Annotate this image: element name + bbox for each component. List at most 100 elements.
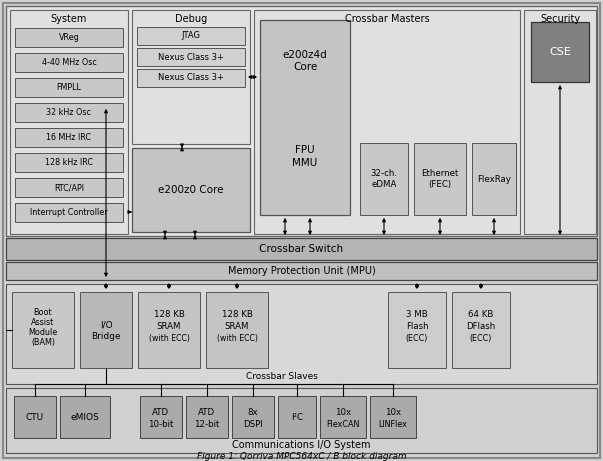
Bar bbox=[254, 10, 520, 234]
Text: Crossbar Slaves: Crossbar Slaves bbox=[245, 372, 317, 380]
Text: ATD: ATD bbox=[198, 408, 215, 416]
Bar bbox=[531, 22, 589, 82]
Bar bbox=[15, 53, 123, 72]
Bar bbox=[132, 148, 250, 232]
Bar bbox=[15, 203, 123, 222]
Text: Figure 1: Qorriva MPC564xC / B block diagram: Figure 1: Qorriva MPC564xC / B block dia… bbox=[197, 451, 406, 461]
Bar bbox=[15, 103, 123, 122]
Bar bbox=[388, 292, 446, 368]
Bar bbox=[60, 396, 110, 438]
Text: 3 MB: 3 MB bbox=[406, 309, 428, 319]
Text: SRAM: SRAM bbox=[225, 321, 249, 331]
Text: 10x: 10x bbox=[385, 408, 401, 416]
Bar bbox=[12, 292, 74, 368]
Text: 128 kHz IRC: 128 kHz IRC bbox=[45, 158, 93, 167]
Text: 8x: 8x bbox=[248, 408, 258, 416]
Bar bbox=[6, 262, 597, 280]
Bar bbox=[14, 396, 56, 438]
Text: 4-40 MHz Osc: 4-40 MHz Osc bbox=[42, 58, 96, 67]
Text: (BAM): (BAM) bbox=[31, 337, 55, 347]
Text: (ECC): (ECC) bbox=[470, 333, 492, 343]
Text: e200z4d: e200z4d bbox=[283, 50, 327, 60]
Text: FPU: FPU bbox=[295, 145, 315, 155]
Text: DSPI: DSPI bbox=[243, 420, 263, 429]
Text: Security: Security bbox=[540, 14, 580, 24]
Bar bbox=[260, 20, 350, 215]
Bar bbox=[80, 292, 132, 368]
Text: 64 KB: 64 KB bbox=[469, 309, 494, 319]
Text: Crossbar Masters: Crossbar Masters bbox=[345, 14, 429, 24]
Bar bbox=[15, 28, 123, 47]
Text: 128 KB: 128 KB bbox=[154, 309, 185, 319]
Bar bbox=[15, 128, 123, 147]
Bar bbox=[137, 69, 245, 87]
Text: Ethernet: Ethernet bbox=[421, 169, 459, 177]
Bar bbox=[15, 178, 123, 197]
Bar bbox=[232, 396, 274, 438]
Text: JTAG: JTAG bbox=[182, 31, 201, 41]
Text: (with ECC): (with ECC) bbox=[148, 333, 189, 343]
Text: CSE: CSE bbox=[549, 47, 571, 57]
Text: 10x: 10x bbox=[335, 408, 351, 416]
Text: DFlash: DFlash bbox=[466, 321, 496, 331]
Bar bbox=[15, 153, 123, 172]
Text: FMPLL: FMPLL bbox=[57, 83, 81, 92]
Text: Interrupt Controller: Interrupt Controller bbox=[30, 208, 108, 217]
Text: Flash: Flash bbox=[406, 321, 428, 331]
Text: 128 KB: 128 KB bbox=[221, 309, 253, 319]
Text: Bridge: Bridge bbox=[91, 331, 121, 341]
Bar bbox=[278, 396, 316, 438]
Bar bbox=[15, 78, 123, 97]
Text: (FEC): (FEC) bbox=[429, 179, 452, 189]
Bar bbox=[452, 292, 510, 368]
Text: eDMA: eDMA bbox=[371, 179, 397, 189]
Text: (with ECC): (with ECC) bbox=[216, 333, 257, 343]
Bar bbox=[186, 396, 228, 438]
Bar bbox=[320, 396, 366, 438]
Text: Nexus Class 3+: Nexus Class 3+ bbox=[158, 53, 224, 61]
Text: eMIOS: eMIOS bbox=[71, 413, 99, 421]
Text: 32 kHz Osc: 32 kHz Osc bbox=[46, 108, 92, 117]
Bar bbox=[6, 6, 597, 236]
Text: Communications I/O System: Communications I/O System bbox=[232, 440, 371, 450]
Bar bbox=[140, 396, 182, 438]
Bar bbox=[132, 10, 250, 144]
Bar bbox=[138, 292, 200, 368]
Text: Crossbar Switch: Crossbar Switch bbox=[259, 244, 344, 254]
Bar bbox=[472, 143, 516, 215]
Bar bbox=[414, 143, 466, 215]
Text: LINFlex: LINFlex bbox=[379, 420, 408, 429]
Text: RTC/API: RTC/API bbox=[54, 183, 84, 192]
Text: (ECC): (ECC) bbox=[406, 333, 428, 343]
Text: 12-bit: 12-bit bbox=[194, 420, 219, 429]
Bar bbox=[524, 10, 596, 234]
Bar bbox=[360, 143, 408, 215]
Text: MMU: MMU bbox=[292, 158, 318, 168]
Text: e200z0 Core: e200z0 Core bbox=[158, 185, 224, 195]
Text: I/O: I/O bbox=[99, 320, 112, 330]
Bar bbox=[370, 396, 416, 438]
Text: Assist: Assist bbox=[31, 318, 55, 326]
Bar bbox=[6, 284, 597, 384]
Text: Module: Module bbox=[28, 327, 58, 337]
Text: Memory Protection Unit (MPU): Memory Protection Unit (MPU) bbox=[227, 266, 376, 276]
Text: Boot: Boot bbox=[34, 307, 52, 317]
Text: 16 MHz IRC: 16 MHz IRC bbox=[46, 133, 92, 142]
Bar bbox=[6, 238, 597, 260]
Bar bbox=[137, 48, 245, 66]
Text: Debug: Debug bbox=[175, 14, 207, 24]
Text: 10-bit: 10-bit bbox=[148, 420, 174, 429]
Text: ATD: ATD bbox=[153, 408, 169, 416]
Text: CTU: CTU bbox=[26, 413, 44, 421]
Text: System: System bbox=[51, 14, 87, 24]
Bar bbox=[206, 292, 268, 368]
Text: SRAM: SRAM bbox=[157, 321, 182, 331]
Bar bbox=[10, 10, 128, 234]
Text: I²C: I²C bbox=[291, 413, 303, 421]
Text: Core: Core bbox=[293, 62, 317, 72]
Text: FlexRay: FlexRay bbox=[477, 175, 511, 183]
Text: Nexus Class 3+: Nexus Class 3+ bbox=[158, 73, 224, 83]
Text: 32-ch.: 32-ch. bbox=[370, 169, 397, 177]
Bar bbox=[137, 27, 245, 45]
Bar bbox=[6, 388, 597, 453]
